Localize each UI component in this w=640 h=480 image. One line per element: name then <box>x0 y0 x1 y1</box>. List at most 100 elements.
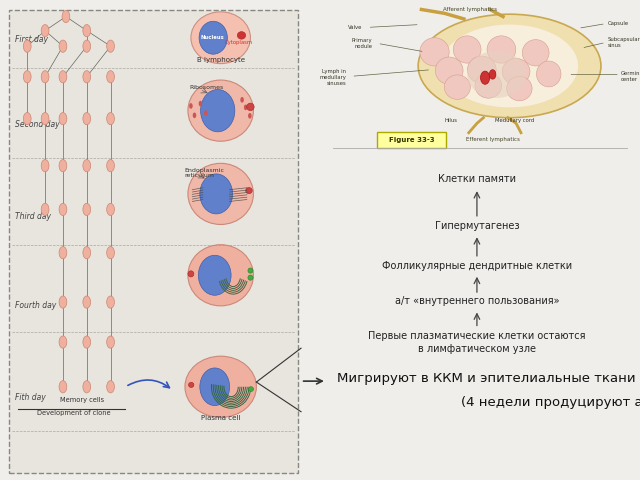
Ellipse shape <box>536 61 561 87</box>
FancyBboxPatch shape <box>10 10 298 473</box>
Text: Second day: Second day <box>15 120 60 129</box>
Circle shape <box>83 71 91 83</box>
Text: Development of clone: Development of clone <box>36 410 110 417</box>
Text: Primary
nodule: Primary nodule <box>352 38 372 49</box>
Circle shape <box>107 112 115 125</box>
Ellipse shape <box>507 76 532 101</box>
Text: Гипермутагенез: Гипермутагенез <box>435 221 519 231</box>
Text: Efferent lymphatics: Efferent lymphatics <box>467 137 520 143</box>
Ellipse shape <box>467 51 526 98</box>
Circle shape <box>83 336 91 348</box>
Text: Afferent lymphatics: Afferent lymphatics <box>444 7 497 12</box>
Circle shape <box>83 247 91 259</box>
Ellipse shape <box>453 36 481 63</box>
Text: Мигрируют в ККМ и эпителиальные ткани: Мигрируют в ККМ и эпителиальные ткани <box>337 372 636 385</box>
Text: Subcapsular
sinus: Subcapsular sinus <box>607 37 640 48</box>
Text: Lymph in
medullary
sinuses: Lymph in medullary sinuses <box>319 70 346 86</box>
Text: а/т «внутреннего пользования»: а/т «внутреннего пользования» <box>395 296 559 306</box>
Text: Valve: Valve <box>348 25 363 30</box>
Circle shape <box>248 113 252 119</box>
Text: в лимфатическом узле: в лимфатическом узле <box>418 344 536 354</box>
Text: (4 недели продуцируют а/т): (4 недели продуцируют а/т) <box>461 396 640 409</box>
Circle shape <box>107 336 115 348</box>
Ellipse shape <box>198 255 231 295</box>
Ellipse shape <box>418 14 601 118</box>
Circle shape <box>193 112 196 118</box>
Ellipse shape <box>200 89 235 132</box>
Circle shape <box>41 24 49 37</box>
Ellipse shape <box>188 271 194 277</box>
Circle shape <box>59 159 67 172</box>
Ellipse shape <box>191 12 250 64</box>
Circle shape <box>59 71 67 83</box>
Text: Fourth day: Fourth day <box>15 301 56 310</box>
Text: Endoplasmic: Endoplasmic <box>184 168 224 173</box>
Ellipse shape <box>185 356 257 417</box>
Circle shape <box>41 204 49 216</box>
Circle shape <box>83 296 91 308</box>
Circle shape <box>490 70 496 79</box>
Ellipse shape <box>248 275 253 280</box>
Circle shape <box>107 296 115 308</box>
Ellipse shape <box>246 188 252 193</box>
Circle shape <box>59 204 67 216</box>
Circle shape <box>59 40 67 52</box>
Circle shape <box>107 71 115 83</box>
Ellipse shape <box>522 40 549 66</box>
Circle shape <box>59 296 67 308</box>
Ellipse shape <box>248 268 253 273</box>
Ellipse shape <box>435 57 463 84</box>
Text: Capsule: Capsule <box>607 21 628 26</box>
Ellipse shape <box>188 163 253 225</box>
Ellipse shape <box>188 80 253 141</box>
Text: Клетки памяти: Клетки памяти <box>438 174 516 184</box>
Ellipse shape <box>420 38 449 66</box>
Circle shape <box>83 40 91 52</box>
FancyBboxPatch shape <box>378 132 446 148</box>
Circle shape <box>107 247 115 259</box>
Circle shape <box>24 40 31 52</box>
Ellipse shape <box>189 382 194 387</box>
Text: Фолликулярные дендритные клетки: Фолликулярные дендритные клетки <box>382 261 572 271</box>
Ellipse shape <box>237 32 246 39</box>
Text: reticulum: reticulum <box>184 173 214 178</box>
Circle shape <box>41 71 49 83</box>
Circle shape <box>107 159 115 172</box>
Circle shape <box>83 204 91 216</box>
Text: Ribosomes: Ribosomes <box>189 84 223 90</box>
Text: First day: First day <box>15 36 49 44</box>
Circle shape <box>59 381 67 393</box>
Circle shape <box>481 71 490 84</box>
Circle shape <box>107 40 115 52</box>
Ellipse shape <box>487 36 516 63</box>
Ellipse shape <box>199 21 227 54</box>
Circle shape <box>83 112 91 125</box>
Circle shape <box>240 97 244 103</box>
Text: Memory cells: Memory cells <box>60 397 104 403</box>
Ellipse shape <box>200 368 230 406</box>
Circle shape <box>198 101 202 107</box>
Circle shape <box>83 381 91 393</box>
Text: Germinal
center: Germinal center <box>621 71 640 82</box>
Text: Plasma cell: Plasma cell <box>201 415 241 420</box>
Ellipse shape <box>246 103 254 110</box>
Ellipse shape <box>502 59 530 85</box>
Ellipse shape <box>248 387 253 392</box>
Circle shape <box>24 71 31 83</box>
Text: Figure 33-3: Figure 33-3 <box>389 137 435 143</box>
Circle shape <box>189 103 193 109</box>
Ellipse shape <box>200 174 232 214</box>
Circle shape <box>244 105 248 110</box>
Circle shape <box>59 112 67 125</box>
Text: Medullary cord: Medullary cord <box>495 118 534 122</box>
Text: Первые плазматические клетки остаются: Первые плазматические клетки остаются <box>368 331 586 341</box>
Text: Nucleus: Nucleus <box>201 35 225 40</box>
Ellipse shape <box>475 73 502 98</box>
Ellipse shape <box>444 75 470 99</box>
Circle shape <box>24 112 31 125</box>
Text: Third day: Third day <box>15 212 51 221</box>
Text: B lymphocyte: B lymphocyte <box>196 57 244 63</box>
Text: Fith day: Fith day <box>15 393 46 402</box>
Ellipse shape <box>467 56 496 84</box>
Ellipse shape <box>188 245 253 306</box>
